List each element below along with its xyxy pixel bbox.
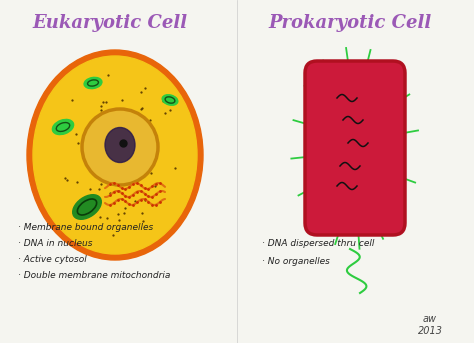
Text: Prokaryotic Cell: Prokaryotic Cell: [268, 14, 432, 32]
Ellipse shape: [53, 119, 73, 134]
Ellipse shape: [105, 128, 135, 163]
Text: aw
2013: aw 2013: [418, 314, 443, 336]
Ellipse shape: [27, 50, 203, 260]
Text: · Membrane bound organelles: · Membrane bound organelles: [18, 224, 153, 233]
Circle shape: [84, 111, 156, 183]
Text: · DNA in nucleus: · DNA in nucleus: [18, 239, 92, 248]
Ellipse shape: [33, 56, 197, 254]
FancyBboxPatch shape: [305, 61, 405, 235]
Ellipse shape: [73, 195, 101, 219]
Text: · Active cytosol: · Active cytosol: [18, 256, 87, 264]
Text: Eukaryotic Cell: Eukaryotic Cell: [32, 14, 188, 32]
Ellipse shape: [84, 78, 102, 88]
Text: · No organelles: · No organelles: [262, 257, 330, 265]
Ellipse shape: [162, 95, 178, 105]
Text: · DNA dispersed thru cell: · DNA dispersed thru cell: [262, 238, 374, 248]
Text: · Double membrane mitochondria: · Double membrane mitochondria: [18, 272, 170, 281]
